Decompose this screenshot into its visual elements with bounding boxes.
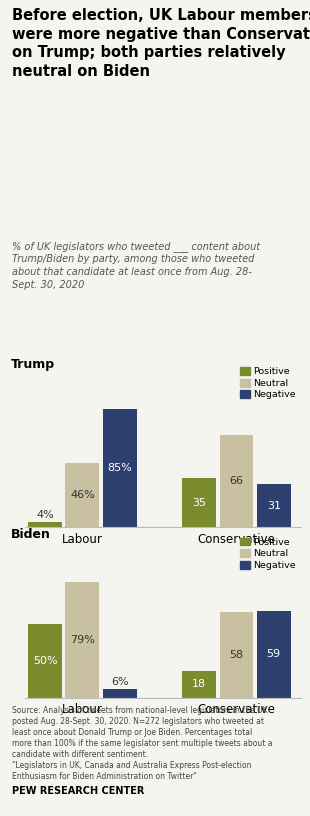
Text: 18: 18 xyxy=(192,680,206,690)
Bar xyxy=(257,484,290,527)
Text: 50%: 50% xyxy=(33,656,57,666)
Text: 35: 35 xyxy=(192,498,206,508)
Bar xyxy=(103,409,136,527)
Text: 6%: 6% xyxy=(111,676,128,686)
Text: Before election, UK Labour members
were more negative than Conservatives
on Trum: Before election, UK Labour members were … xyxy=(12,8,310,79)
Legend: Positive, Neutral, Negative: Positive, Neutral, Negative xyxy=(240,538,296,570)
Bar xyxy=(257,611,290,698)
Text: % of UK legislators who tweeted ___ content about
Trump/Biden by party, among th: % of UK legislators who tweeted ___ cont… xyxy=(12,241,260,290)
Text: Trump: Trump xyxy=(11,358,55,370)
Text: 85%: 85% xyxy=(107,463,132,473)
Text: PEW RESEARCH CENTER: PEW RESEARCH CENTER xyxy=(12,786,145,796)
Text: 59: 59 xyxy=(267,650,281,659)
Legend: Positive, Neutral, Negative: Positive, Neutral, Negative xyxy=(240,367,296,400)
Text: 66: 66 xyxy=(229,477,243,486)
Bar xyxy=(219,612,253,698)
Bar xyxy=(28,521,62,527)
Bar xyxy=(65,582,99,698)
Text: 58: 58 xyxy=(229,650,243,660)
Bar xyxy=(65,463,99,527)
Text: 46%: 46% xyxy=(70,490,95,500)
Bar xyxy=(28,624,62,698)
Text: 79%: 79% xyxy=(70,635,95,645)
Text: 31: 31 xyxy=(267,501,281,511)
Text: Biden: Biden xyxy=(11,528,51,541)
Bar xyxy=(219,435,253,527)
Bar xyxy=(103,689,136,698)
Bar xyxy=(182,478,216,527)
Text: Source: Analysis of tweets from national-level legislators in the UK
posted Aug.: Source: Analysis of tweets from national… xyxy=(12,706,273,782)
Bar xyxy=(182,672,216,698)
Text: 4%: 4% xyxy=(36,510,54,520)
